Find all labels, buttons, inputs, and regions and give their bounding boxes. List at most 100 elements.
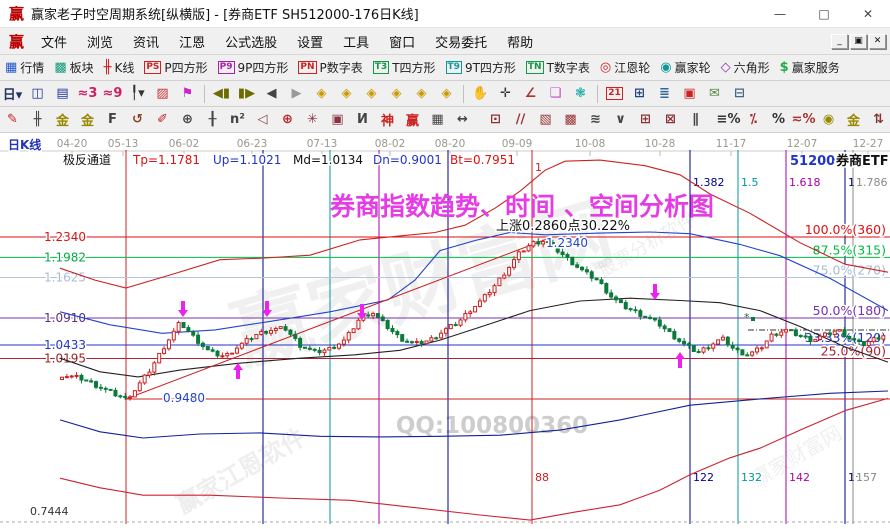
quotes-icon: ▦	[5, 60, 18, 75]
updown-mark-icon[interactable]: ⇅	[867, 108, 890, 131]
gold-ruler2-icon[interactable]: 金	[76, 108, 99, 131]
winner-wheel-button[interactable]: ◉ 赢家轮	[655, 59, 715, 76]
gann-shade-icon[interactable]: ▩	[559, 108, 582, 131]
maximize-button[interactable]: □	[818, 6, 830, 21]
chart-window-icon[interactable]: ◫	[26, 82, 49, 105]
n-square-icon[interactable]: n²	[226, 108, 249, 131]
mirror-tool-icon[interactable]: ◁	[251, 108, 274, 131]
sectors-button[interactable]: ▩ 板块	[49, 59, 98, 76]
p-number-button[interactable]: PN P数字表	[293, 59, 367, 76]
winner-service-button-label: 赢家服务	[791, 61, 840, 75]
v-line-icon[interactable]: ∨	[609, 108, 632, 131]
gann-wheel-button[interactable]: ◎ 江恩轮	[595, 59, 655, 76]
calendar-button[interactable]: 21	[603, 82, 626, 105]
menu-工具[interactable]: 工具	[343, 35, 370, 51]
menu-文件[interactable]: 文件	[41, 35, 68, 51]
stat-percent-icon[interactable]: ≡%	[717, 108, 740, 131]
expand-all-diamond-button[interactable]: ◈	[435, 82, 458, 105]
t-square-button-label: T四方形	[392, 61, 436, 75]
scale-ruler-icon[interactable]: ╂	[201, 108, 224, 131]
parallel-line-icon[interactable]: ∥	[684, 108, 707, 131]
menu-帮助[interactable]: 帮助	[507, 35, 534, 51]
percent-level-icon[interactable]: ≂%	[792, 108, 815, 131]
gann-compass-icon[interactable]: ⊕	[276, 108, 299, 131]
speed-line-icon[interactable]: ≋	[584, 108, 607, 131]
color-flag-icon[interactable]: ⚑	[176, 82, 199, 105]
strategy-tool-button[interactable]: ❃	[569, 82, 592, 105]
nav-prev-button[interactable]: ◀	[260, 82, 283, 105]
kline-button[interactable]: ╫ K线	[99, 59, 140, 76]
count-ruler-icon[interactable]: ▦	[426, 108, 449, 131]
god-tool-icon[interactable]: 神	[376, 108, 399, 131]
angle-tool-button[interactable]: ∠	[519, 82, 542, 105]
brush-tool-icon[interactable]: ✐	[151, 108, 174, 131]
quotes-button[interactable]: ▦ 行情	[0, 59, 49, 76]
f-ruler-icon[interactable]: F	[101, 108, 124, 131]
note-tool-button[interactable]: ❏	[544, 82, 567, 105]
square-tool-icon[interactable]: ⊡	[484, 108, 507, 131]
gann-fan-icon[interactable]: ∕∕	[509, 108, 532, 131]
print-button[interactable]: ⊟	[728, 82, 751, 105]
mdi-close-button[interactable]: ✕	[869, 33, 886, 49]
scroll-right-diamond-button[interactable]: ◈	[335, 82, 358, 105]
time-ruler-icon[interactable]: ╫	[26, 108, 49, 131]
crosshair-tool-button[interactable]: ✛	[494, 82, 517, 105]
wave9-icon[interactable]: ≈9	[101, 82, 124, 105]
expand-v-diamond-button[interactable]: ◈	[410, 82, 433, 105]
calculator-button[interactable]: ⊞	[628, 82, 651, 105]
t-square-button[interactable]: T3 T四方形	[368, 59, 441, 76]
expand-h-diamond-button[interactable]: ◈	[385, 82, 408, 105]
big-grid-icon[interactable]: ⊠	[659, 108, 682, 131]
nav-next-icon: ▶	[291, 86, 302, 101]
minimize-button[interactable]: —	[774, 6, 786, 21]
time-circle-icon[interactable]: ⊕	[176, 108, 199, 131]
winner-tool-icon[interactable]: 赢	[401, 108, 424, 131]
menu-江恩[interactable]: 江恩	[179, 35, 206, 51]
kline-chart[interactable]: 赢家财富网 QQ:100800360 赢家江恩软件 股票分析软件 赢家财富网 04-20 0…	[0, 133, 890, 529]
hand-tool-button[interactable]: ✋	[469, 82, 492, 105]
menu-公式选股[interactable]: 公式选股	[225, 35, 278, 51]
menu-资讯[interactable]: 资讯	[133, 35, 160, 51]
menu-交易委托[interactable]: 交易委托	[435, 35, 488, 51]
percent-icon[interactable]: %	[767, 108, 790, 131]
t9-square-button[interactable]: T9 9T四方形	[441, 59, 521, 76]
mdi-restore-button[interactable]: ▣	[850, 33, 867, 49]
save-button[interactable]: ▣	[678, 82, 701, 105]
nav-next-button[interactable]: ▶	[285, 82, 308, 105]
gann-box-icon[interactable]: ▧	[534, 108, 557, 131]
menu-设置[interactable]: 设置	[297, 35, 324, 51]
spiral-tool-icon[interactable]: ↺	[126, 108, 149, 131]
shrink-h-diamond-button[interactable]: ◈	[360, 82, 383, 105]
corner-tool-icon[interactable]: И	[351, 108, 374, 131]
gold-ruler-icon[interactable]: 金	[51, 108, 74, 131]
trend-line[interactable]	[125, 236, 553, 400]
gann-target-icon[interactable]: ✳	[301, 108, 324, 131]
candle-style-selector[interactable]: ╿▾	[126, 82, 149, 105]
winner-service-button[interactable]: $ 赢家服务	[775, 59, 845, 76]
wave-percent-icon[interactable]: ⁒	[742, 108, 765, 131]
menu-浏览[interactable]: 浏览	[87, 35, 114, 51]
pattern-zone-icon[interactable]: ▨	[151, 82, 174, 105]
f10-info-icon[interactable]: ▤	[51, 82, 74, 105]
mdi-minimize-button[interactable]: _	[831, 33, 848, 49]
scroll-left-diamond-button[interactable]: ◈	[310, 82, 333, 105]
small-grid-icon[interactable]: ⊞	[634, 108, 657, 131]
mail-button[interactable]: ✉	[703, 82, 726, 105]
memo-button[interactable]: ≣	[653, 82, 676, 105]
t-number-button[interactable]: TN T数字表	[521, 59, 595, 76]
menu-窗口[interactable]: 窗口	[389, 35, 416, 51]
p-square-button[interactable]: PS P四方形	[139, 59, 212, 76]
nav-first-button[interactable]: ◀▮	[210, 82, 233, 105]
gold-level-icon[interactable]: 金	[842, 108, 865, 131]
pen-tool-icon[interactable]: ✎	[1, 108, 24, 131]
close-button[interactable]: ✕	[862, 6, 874, 21]
width-tool-icon[interactable]: ↔	[451, 108, 474, 131]
hexagon-button[interactable]: ◇ 六角形	[716, 59, 775, 76]
period-day-selector[interactable]: 日▾	[1, 82, 24, 105]
gann-grid-target-icon[interactable]: ▣	[326, 108, 349, 131]
gold-circle-icon[interactable]: ◉	[817, 108, 840, 131]
p9-square-button[interactable]: P9 9P四方形	[213, 59, 294, 76]
nav-last-button[interactable]: ▮▶	[235, 82, 258, 105]
wave3-icon[interactable]: ≈3	[76, 82, 99, 105]
